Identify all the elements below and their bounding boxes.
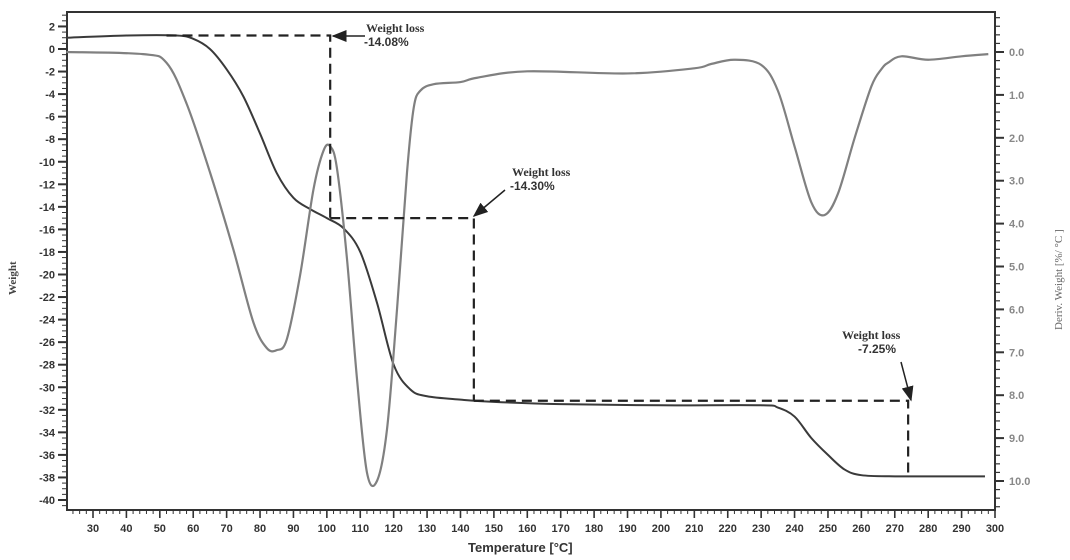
y2-tick-label: 7.0 [1009, 347, 1024, 359]
y-tick-label: -38 [39, 472, 55, 484]
y2-tick-label: 2.0 [1009, 133, 1024, 145]
annotation-1-title: Weight loss [366, 21, 425, 35]
y-tick-label: -24 [39, 315, 56, 327]
x-tick-label: 160 [518, 523, 536, 535]
y-tick-label: -34 [39, 427, 56, 439]
y-tick-label: -10 [39, 157, 55, 169]
y-tick-label: -18 [39, 247, 55, 259]
x-tick-label: 130 [418, 523, 436, 535]
y2-tick-label: 10.0 [1009, 476, 1030, 488]
y-axis-ticks: 2 0 -2 -4 -6 -8 -10 -12 -14 -16 -18 -20 -22 -24 -26 -28… [39, 14, 67, 507]
x-tick-label: 210 [685, 523, 703, 535]
x-tick-label: 290 [952, 523, 970, 535]
y-tick-label: -30 [39, 382, 55, 394]
y-tick-label: 2 [49, 21, 55, 33]
weight-loss-step-2 [330, 217, 475, 401]
y-tick-label: -6 [45, 112, 55, 124]
y2-tick-label: 4.0 [1009, 219, 1024, 231]
x-tick-label: 170 [552, 523, 570, 535]
weight-loss-step-3 [473, 399, 910, 477]
x-tick-label: 240 [785, 523, 803, 535]
x-tick-label: 120 [384, 523, 402, 535]
y2-tick-label: 3.0 [1009, 176, 1024, 188]
y2-axis-title: Deriv. Weight [%/ °C ] [1053, 229, 1065, 330]
y-tick-label: -2 [45, 67, 55, 79]
weight-loss-step-1 [166, 34, 332, 219]
x-tick-label: 220 [719, 523, 737, 535]
x-tick-label: 50 [154, 523, 166, 535]
annotation-3-value: -7.25% [858, 342, 896, 356]
y-tick-label: -32 [39, 405, 55, 417]
y-tick-label: -4 [45, 89, 56, 101]
y2-axis-ticks: 0.0 1.0 2.0 3.0 4.0 5.0 6.0 7.0 8.0 9.0 10.0 [995, 17, 1030, 508]
data-series [66, 34, 989, 488]
x-tick-label: 60 [187, 523, 199, 535]
x-tick-label: 40 [120, 523, 132, 535]
y2-tick-label: 5.0 [1009, 262, 1024, 274]
x-tick-label: 250 [819, 523, 837, 535]
y2-tick-label: 6.0 [1009, 304, 1024, 316]
x-tick-label: 110 [351, 523, 369, 535]
x-tick-label: 80 [254, 523, 266, 535]
x-tick-label: 30 [87, 523, 99, 535]
annotation-2-title: Weight loss [512, 165, 571, 179]
x-tick-label: 190 [618, 523, 636, 535]
annotation-1-value: -14.08% [364, 35, 409, 49]
plot-border [66, 11, 996, 511]
y-tick-label: -22 [39, 292, 55, 304]
y-tick-label: -36 [39, 450, 55, 462]
x-tick-label: 90 [287, 523, 299, 535]
x-tick-label: 70 [221, 523, 233, 535]
y-tick-label: -26 [39, 337, 55, 349]
x-tick-label: 230 [752, 523, 770, 535]
y-tick-label: 0 [49, 44, 55, 56]
x-tick-label: 260 [852, 523, 870, 535]
x-tick-label: 300 [986, 523, 1004, 535]
y-tick-label: -14 [39, 202, 56, 214]
x-tick-label: 180 [585, 523, 603, 535]
y2-tick-label: 0.0 [1009, 47, 1024, 59]
y-tick-label: -12 [39, 179, 55, 191]
annotation-3-arrow [900, 361, 914, 402]
weight-curve [66, 34, 985, 478]
y2-tick-label: 9.0 [1009, 433, 1024, 445]
y-tick-label: -28 [39, 360, 55, 372]
y-tick-label: -16 [39, 224, 55, 236]
y-tick-label: -20 [39, 270, 55, 282]
deriv-weight-curve [66, 50, 989, 488]
y-axis-title: Weight [7, 261, 19, 295]
x-tick-label: 280 [919, 523, 937, 535]
x-tick-label: 270 [886, 523, 904, 535]
annotation-2-arrow [472, 189, 506, 217]
x-axis-title: Temperature [°C] [468, 540, 573, 555]
x-tick-label: 100 [318, 523, 336, 535]
x-tick-label: 140 [451, 523, 469, 535]
x-axis-ticks: 30 40 50 60 70 80 90 100 110 120 130 140 150 160 170 18… [72, 510, 1004, 535]
plot-frame [66, 11, 996, 511]
y2-tick-label: 8.0 [1009, 390, 1024, 402]
annotation-3-title: Weight loss [842, 328, 901, 342]
y2-tick-label: 1.0 [1009, 90, 1024, 102]
annotation-2-value: -14.30% [510, 179, 555, 193]
x-tick-label: 200 [652, 523, 670, 535]
y-tick-label: -8 [45, 134, 55, 146]
y-tick-label: -40 [39, 495, 55, 507]
weight-loss-steps [166, 34, 910, 477]
x-tick-label: 150 [485, 523, 503, 535]
